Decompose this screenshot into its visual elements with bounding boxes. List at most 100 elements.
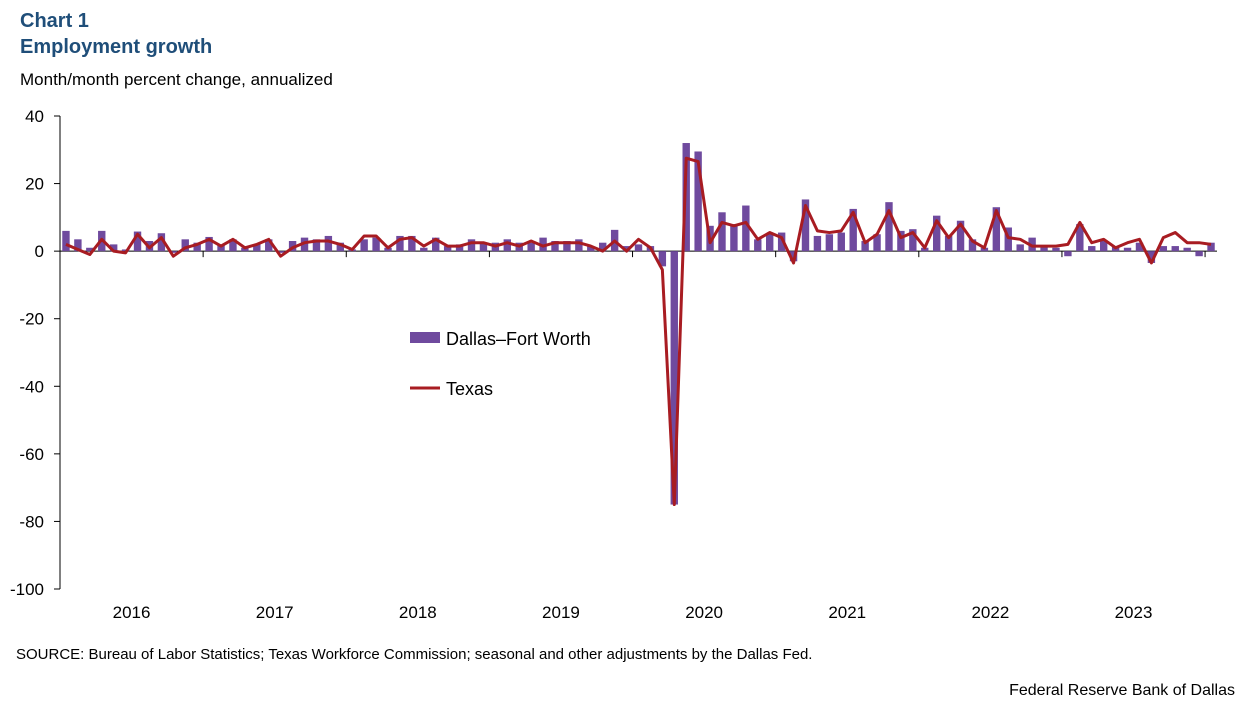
legend-swatch-dfw	[410, 332, 440, 343]
dfw-bar	[718, 212, 726, 252]
dfw-bar	[980, 247, 989, 252]
dfw-bar	[1076, 224, 1084, 252]
chart-label: Chart 1	[20, 10, 89, 32]
dfw-bar	[634, 244, 643, 252]
dfw-bar	[622, 246, 631, 252]
dfw-bar	[288, 241, 297, 252]
year-label: 2018	[399, 603, 437, 622]
year-label: 2021	[828, 603, 866, 622]
dfw-bar	[133, 231, 142, 252]
dfw-bar	[300, 237, 309, 252]
dfw-bar	[336, 242, 345, 252]
dfw-bar	[1004, 227, 1012, 252]
dfw-bar	[432, 237, 440, 252]
chart-subtitle: Month/month percent change, annualized	[20, 70, 333, 89]
dfw-bar	[360, 239, 368, 252]
texas-line	[65, 156, 1212, 507]
dfw-bar	[742, 205, 750, 252]
dfw-bar	[754, 239, 762, 252]
dfw-bar	[1088, 246, 1096, 252]
dfw-bar	[217, 244, 225, 252]
dfw-bar	[265, 239, 273, 252]
dfw-bar	[587, 246, 595, 252]
dfw-bar	[109, 244, 118, 252]
dfw-bar	[420, 247, 428, 252]
dfw-bar	[1147, 251, 1156, 263]
dfw-bar	[992, 207, 1001, 252]
dfw-bar	[766, 234, 774, 252]
dfw-bar	[1159, 246, 1168, 252]
year-label: 2020	[685, 603, 723, 622]
y-tick-label: -80	[19, 512, 44, 531]
dfw-bar	[944, 235, 953, 252]
dfw-bar	[670, 251, 678, 505]
dfw-bar	[539, 237, 547, 252]
dfw-bar	[730, 224, 738, 252]
dfw-bar	[968, 239, 977, 252]
dfw-bar	[801, 199, 810, 252]
employment-growth-chart: 40 20 0 -20 -40 -60 -80 -100 2016 2017 2018 2019 202…	[10, 107, 1217, 622]
year-label: 2022	[971, 603, 1009, 622]
dfw-bar	[956, 220, 965, 252]
dfw-bar	[658, 251, 667, 267]
dfw-bar	[921, 247, 929, 252]
dfw-bar	[503, 239, 511, 252]
dfw-bar	[229, 239, 237, 252]
legend-label-texas: Texas	[446, 379, 493, 399]
dfw-bar	[849, 208, 857, 252]
dfw-bar	[1135, 242, 1144, 252]
dfw-bar	[62, 230, 70, 252]
dfw-bar	[694, 151, 702, 252]
dfw-bars	[62, 143, 1215, 505]
source-note: SOURCE: Bureau of Labor Statistics; Texa…	[16, 646, 813, 663]
dfw-bar	[1099, 241, 1108, 252]
dfw-bar	[897, 230, 905, 252]
y-tick-label: -40	[19, 377, 44, 396]
dfw-bar	[575, 239, 583, 252]
dfw-bar	[253, 244, 261, 252]
dfw-bar	[873, 234, 881, 252]
dfw-bar	[551, 241, 559, 252]
y-tick-label: 40	[25, 107, 44, 126]
axes-layer: 40 20 0 -20 -40 -60 -80 -100 2016 2017 2018 2019 202…	[10, 107, 1217, 622]
dfw-bar	[563, 241, 571, 252]
dfw-bar	[241, 247, 249, 252]
dfw-bar	[276, 251, 285, 253]
dfw-bar	[157, 233, 166, 252]
y-tick-label: 0	[35, 242, 44, 261]
dfw-bar	[169, 251, 178, 253]
dfw-bar	[527, 242, 535, 252]
texas-line-layer	[65, 156, 1212, 507]
dfw-bar	[455, 244, 464, 252]
dfw-bar	[86, 247, 94, 252]
dfw-bar	[861, 241, 869, 252]
dfw-bar	[837, 232, 845, 252]
dfw-bar	[909, 229, 917, 252]
dfw-bar	[1207, 242, 1215, 252]
legend-label-dfw: Dallas–Fort Worth	[446, 329, 591, 349]
dfw-bar	[181, 239, 189, 252]
year-label: 2023	[1115, 603, 1153, 622]
dfw-bar	[443, 246, 452, 252]
dfw-bar	[813, 235, 822, 252]
year-label: 2016	[113, 603, 151, 622]
dfw-bar	[205, 236, 213, 252]
dfw-bar	[479, 242, 488, 252]
y-tick-label: -60	[19, 445, 44, 464]
dfw-bar	[932, 215, 941, 252]
y-tick-label: 20	[25, 175, 44, 194]
dfw-bar	[1064, 251, 1072, 257]
dfw-bar	[467, 239, 476, 252]
legend: Dallas–Fort Worth Texas	[410, 329, 591, 399]
dfw-bar	[324, 235, 333, 252]
dfw-bar	[1195, 251, 1203, 257]
y-tick-label: -100	[10, 580, 44, 599]
dfw-bar	[1183, 247, 1191, 252]
dfw-bar	[777, 232, 786, 252]
dfw-bar	[193, 242, 201, 252]
year-label: 2019	[542, 603, 580, 622]
chart-title: Employment growth	[20, 36, 213, 58]
dfw-bar	[312, 239, 321, 252]
dfw-bar	[599, 242, 607, 252]
dfw-bar	[408, 235, 416, 252]
